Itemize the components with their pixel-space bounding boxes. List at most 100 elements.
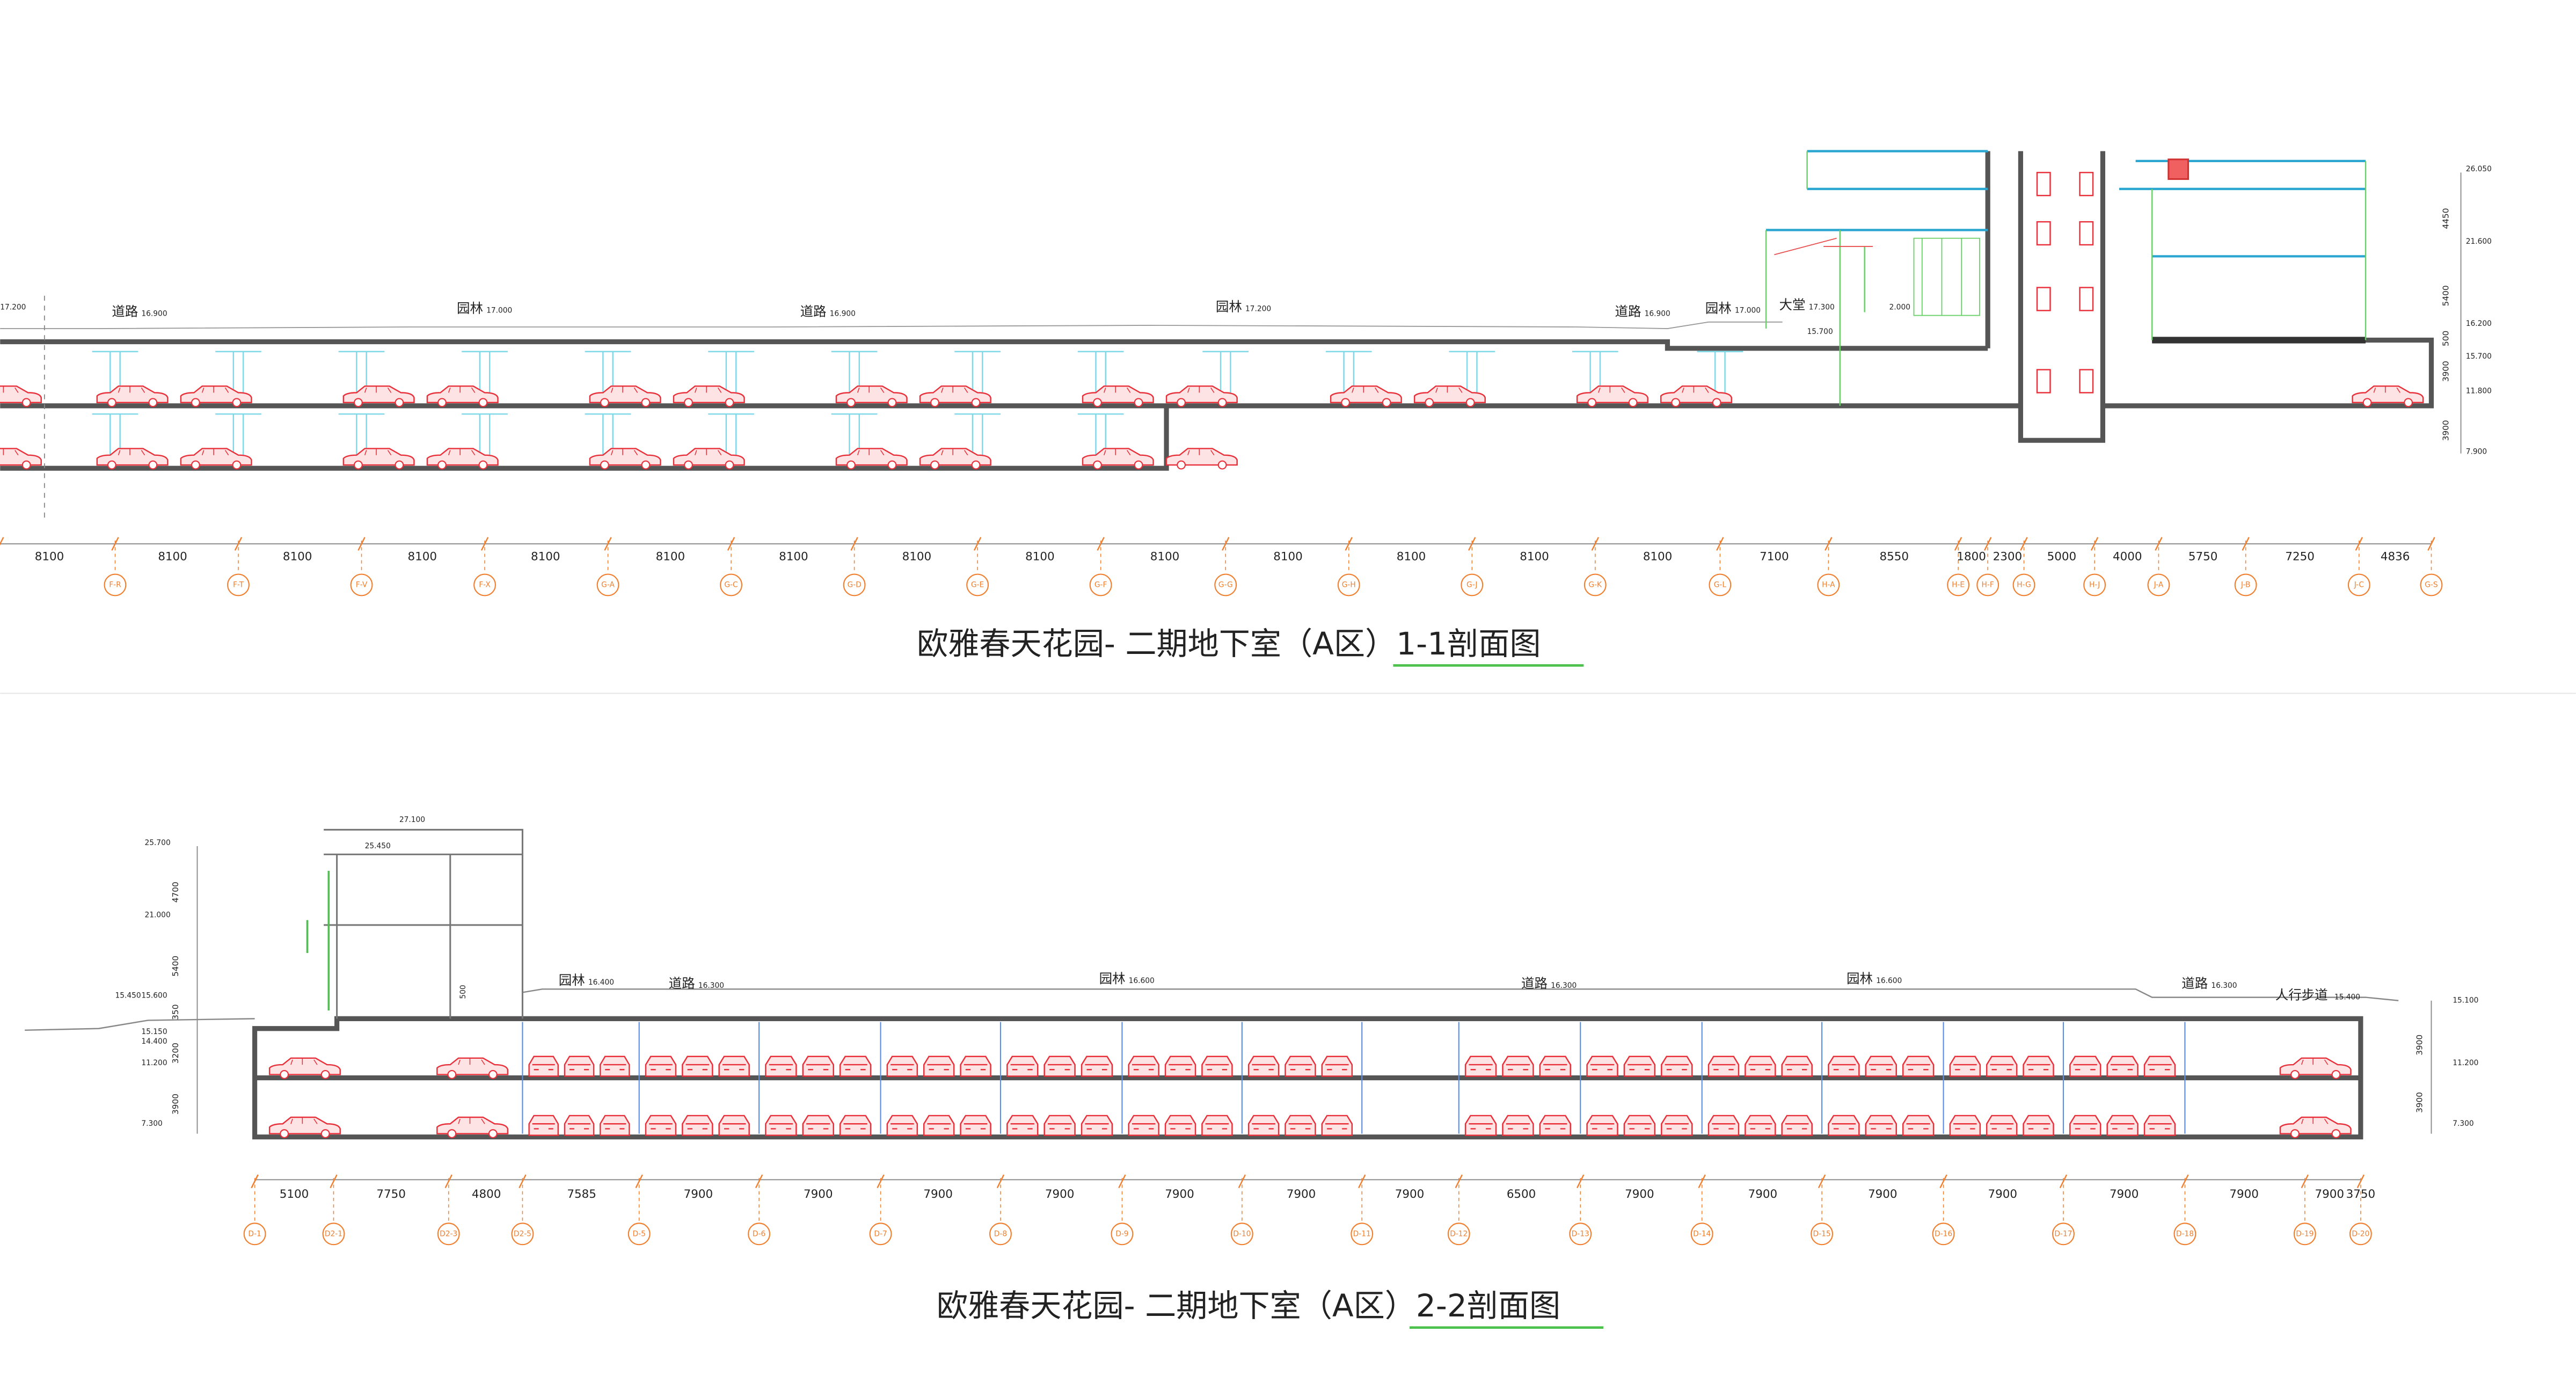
dimension-text: 8100 [35, 550, 64, 563]
car [923, 1056, 955, 1077]
axis-label: F-T [233, 580, 244, 589]
dimension-text: 7900 [1988, 1188, 2017, 1201]
axis-bubble [2349, 1222, 2372, 1246]
axis-bubble [322, 1222, 345, 1246]
dimension-text: 8100 [158, 550, 187, 563]
car [1781, 1115, 1813, 1136]
ground-label: 道路 [800, 303, 827, 319]
elevation: 16.200 [2466, 319, 2492, 328]
axis-label: G-L [1714, 580, 1727, 589]
axis-label: G-G [1218, 580, 1233, 589]
axis-bubble [1709, 573, 1732, 596]
dimension-text: 7900 [1045, 1188, 1074, 1201]
section-title: 欧雅春天花园- 二期地下室（A区）1-1剖面图 [917, 625, 1541, 662]
car [1986, 1115, 2018, 1136]
axis-bubble [966, 573, 989, 596]
axis-label: G-A [601, 580, 615, 589]
axis-label: D-11 [1353, 1229, 1371, 1238]
car [1502, 1115, 1534, 1136]
column [708, 351, 754, 465]
dimension-text: 7900 [2315, 1188, 2344, 1201]
ground-label: 园林 [1216, 299, 1242, 314]
ground-label: 园林 [559, 972, 585, 988]
axis-label: D-7 [874, 1229, 887, 1238]
car [1006, 1115, 1039, 1136]
axis-label: D-6 [753, 1229, 765, 1238]
axis-label: G-S [2425, 580, 2438, 589]
car [1464, 1056, 1497, 1077]
car [1081, 1056, 1113, 1077]
car [599, 1115, 630, 1136]
car [718, 1115, 750, 1136]
car [1623, 1115, 1656, 1136]
axis-bubble [1111, 1222, 1134, 1246]
axis-bubble [989, 1222, 1012, 1246]
car [1661, 1056, 1693, 1077]
ground-elevation: 16.600 [1129, 977, 1155, 985]
core [2018, 151, 2105, 443]
dimension-tick [0, 537, 4, 546]
ground-line [522, 988, 2399, 1001]
ground-elevation: 17.200 [1245, 304, 1271, 313]
car [1128, 1115, 1159, 1136]
ground-elevation: 17.000 [1735, 306, 1761, 315]
facade [1913, 237, 1980, 316]
car [1707, 1056, 1740, 1077]
elevation: 11.200 [141, 1059, 167, 1067]
ground-elevation: 16.900 [141, 310, 167, 318]
elevation: 7.300 [141, 1119, 162, 1128]
axis-bubble [2234, 573, 2257, 596]
axis-bubble [473, 573, 496, 596]
red-lines [1774, 237, 1873, 256]
elevator [2036, 172, 2051, 197]
axis-bubble [350, 573, 373, 596]
car [645, 1056, 677, 1077]
ground-elevation: 16.300 [1551, 981, 1577, 990]
car [1745, 1115, 1776, 1136]
axis-label: G-K [1588, 580, 1602, 589]
car [802, 1056, 834, 1077]
dimension-text: 7900 [1868, 1188, 1897, 1201]
dimension-text: 8100 [1397, 550, 1426, 563]
dimension-text: 4800 [472, 1188, 501, 1201]
axis-label: H-E [1952, 580, 1965, 589]
axis-label: D-20 [2352, 1229, 2369, 1238]
axis-bubble [2420, 573, 2443, 596]
axis-label: J-B [2241, 580, 2251, 589]
elevation-note: 15.700 [1807, 328, 1833, 336]
elevation: 11.800 [2466, 387, 2492, 395]
axis-label: J-A [2154, 580, 2164, 589]
car [1745, 1056, 1776, 1077]
axis-bubble [627, 1222, 651, 1246]
dimension-text: 7900 [684, 1188, 713, 1201]
axis-bubble [1089, 573, 1112, 596]
axis-bubble [1583, 573, 1607, 596]
car [1164, 1056, 1196, 1077]
roof-slab [0, 339, 1988, 351]
axis-bubble [2347, 573, 2370, 596]
axis-label: H-F [1982, 580, 1994, 589]
axis-label: G-E [971, 580, 984, 589]
car [1781, 1056, 1813, 1077]
dimension-text: 8100 [1643, 550, 1672, 563]
car [1539, 1115, 1572, 1136]
car [1201, 1115, 1233, 1136]
dimension-text: 7900 [1395, 1188, 1424, 1201]
elevator [2079, 287, 2094, 311]
car [1586, 1115, 1618, 1136]
axis-bubble [1337, 573, 1360, 596]
dimension-text: 6500 [1507, 1188, 1536, 1201]
vertical-dimension: 5400 [171, 956, 180, 977]
ground-elevation: 17.300 [1809, 303, 1835, 311]
bottom-slab [0, 405, 1169, 471]
vertical-dimension: 3900 [2415, 1035, 2425, 1056]
car [2143, 1115, 2176, 1136]
axis-label: H-G [2017, 580, 2031, 589]
dimension-text: 7900 [1165, 1188, 1194, 1201]
car [528, 1115, 559, 1136]
car [960, 1115, 991, 1136]
elevation-note: 17.200 [0, 303, 26, 311]
axis-bubble [227, 573, 250, 596]
axis-bubble [748, 1222, 771, 1246]
